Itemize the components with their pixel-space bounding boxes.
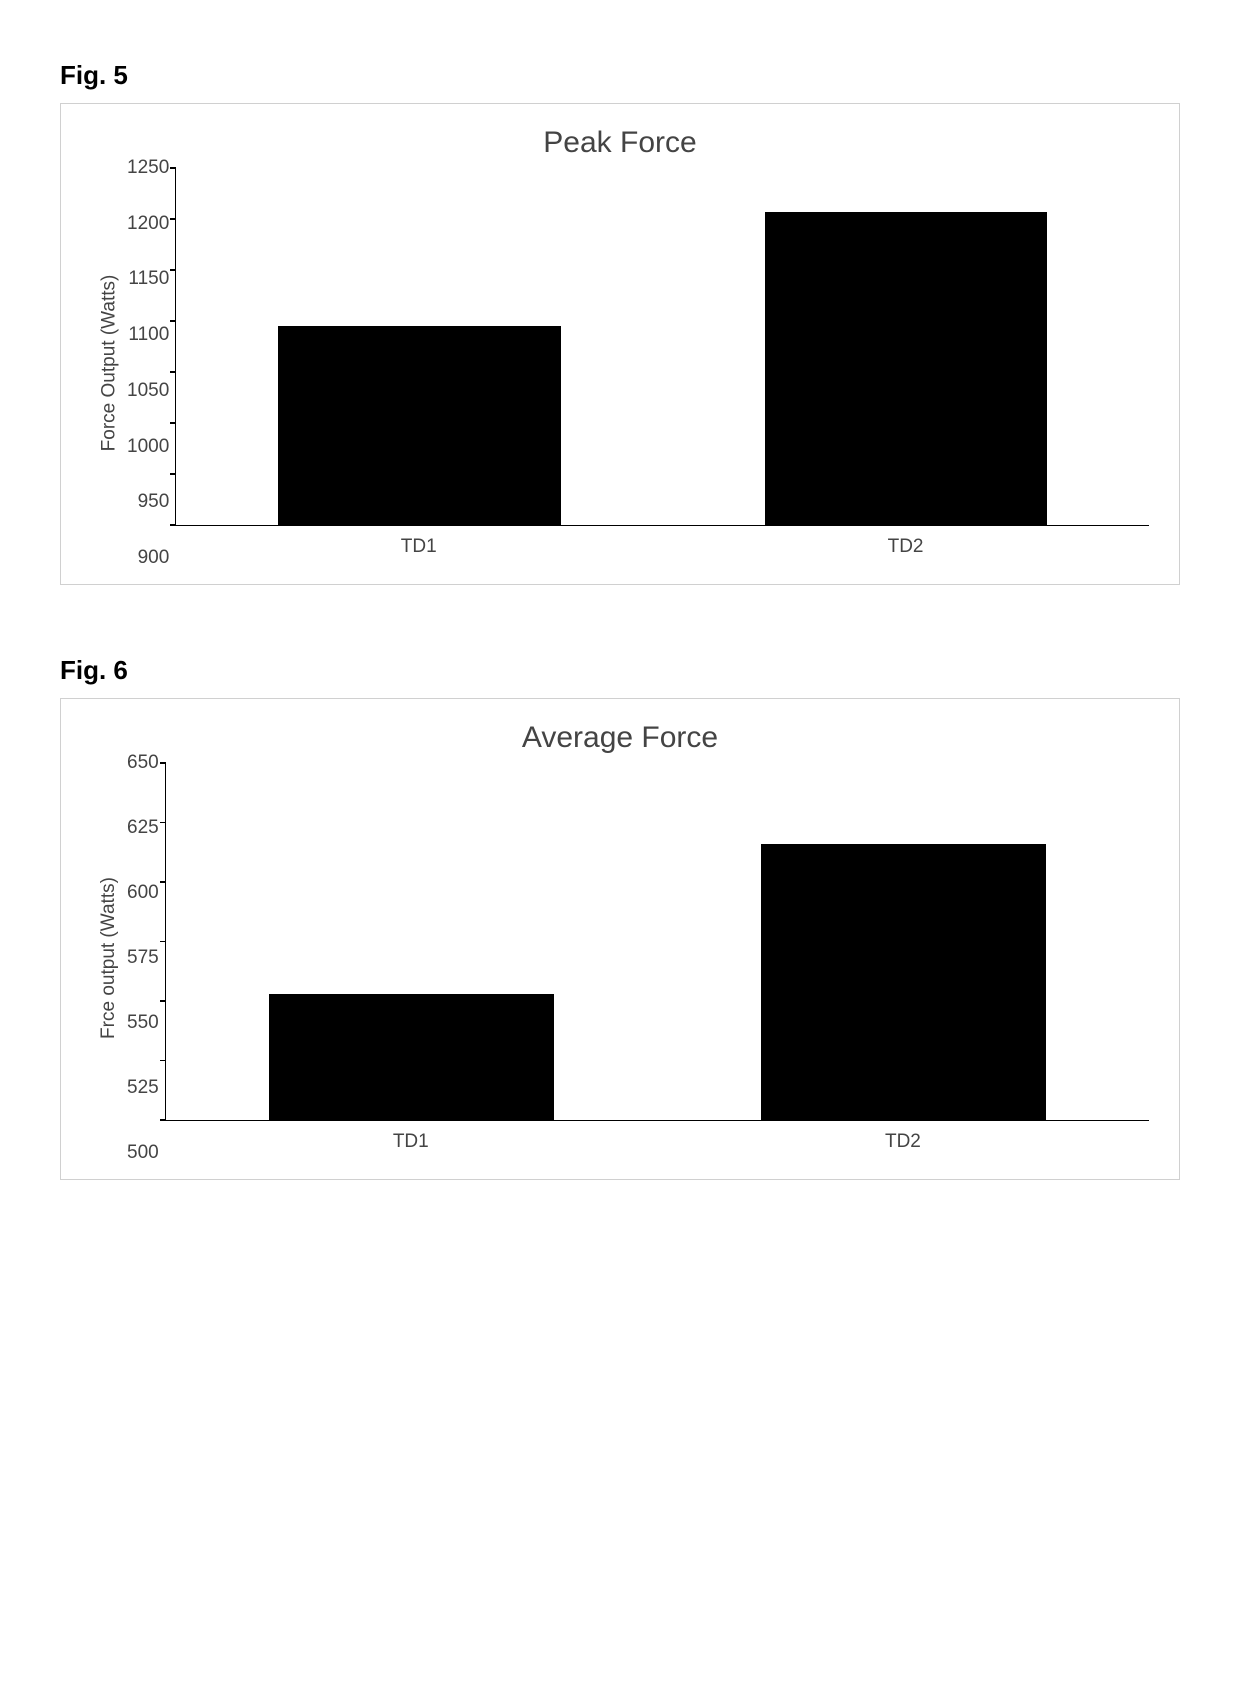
chart-frame: Peak Force Force Output (Watts) 1250120011… [60, 103, 1180, 585]
chart-frame: Average ForceFrce output (Watts)65062560… [60, 698, 1180, 1180]
bar-slot [166, 763, 658, 1120]
bar [269, 994, 554, 1120]
x-tick-label: TD1 [165, 1131, 657, 1153]
y-tick-labels: 125012001150110010501000950900 [127, 168, 175, 558]
y-axis-label: Force Output (Watts) [98, 275, 120, 452]
x-tick-labels: TD1TD2 [175, 536, 1149, 558]
bar [761, 844, 1046, 1120]
figure-label: Fig. 6 [60, 655, 1180, 686]
x-tick-label: TD1 [175, 536, 662, 558]
bar [765, 212, 1047, 525]
chart-title: Peak Force [91, 126, 1149, 160]
x-tick-label: TD2 [657, 1131, 1149, 1153]
bar-slot [176, 168, 662, 525]
chart-title: Average Force [91, 721, 1149, 755]
bar-slot [657, 763, 1149, 1120]
x-tick-labels: TD1TD2 [165, 1131, 1149, 1153]
figure-label: Fig. 5 [60, 60, 1180, 91]
plot-area [165, 763, 1149, 1121]
bar [278, 326, 560, 525]
bar-slot [663, 168, 1149, 525]
plot-area [175, 168, 1149, 526]
x-tick-label: TD2 [662, 536, 1149, 558]
y-axis-label: Frce output (Watts) [98, 877, 120, 1039]
